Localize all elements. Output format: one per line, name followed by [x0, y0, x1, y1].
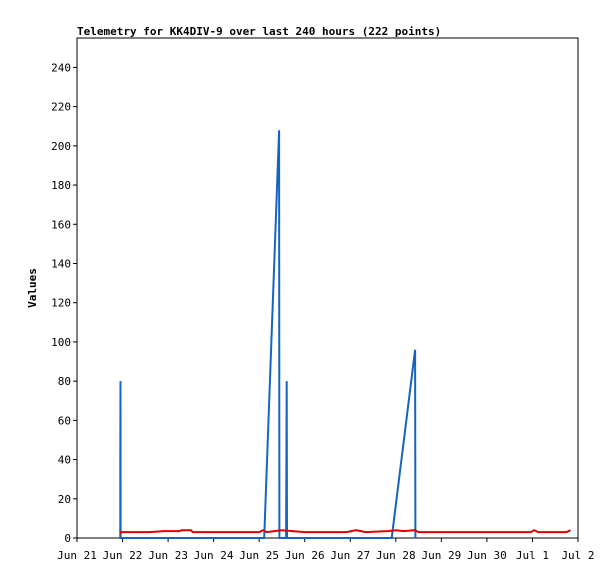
plot-series	[119, 130, 571, 539]
y-tick-label: 180	[51, 179, 71, 192]
y-tick-label: 20	[58, 493, 71, 506]
series-2-line	[119, 529, 571, 535]
y-tick-label: 100	[51, 336, 71, 349]
x-axis: Jun 21 Jun 22 Jun 23 Jun 24 Jun 25 Jun 26 Jun …	[57, 538, 595, 562]
y-tick-label: 140	[51, 257, 71, 270]
x-tick-label: Jun 30	[467, 549, 507, 562]
y-tick-label: 220	[51, 101, 71, 114]
x-tick-label: Jun 28	[376, 549, 416, 562]
x-tick-label: Jun 21	[57, 549, 97, 562]
x-tick-label: Jul 2	[561, 549, 594, 562]
y-tick-label: 80	[58, 375, 71, 388]
y-tick-label: 40	[58, 454, 71, 467]
y-tick-label: 0	[64, 532, 71, 545]
series-1-line	[119, 130, 417, 539]
x-tick-label: Jun 25	[239, 549, 279, 562]
x-tick-label: Jun 27	[330, 549, 370, 562]
y-axis: 0 20 40 60 80 100 120 140 160 180 200 220 240	[51, 61, 77, 545]
y-tick-label: 240	[51, 61, 71, 74]
x-tick-label: Jun 24	[194, 549, 234, 562]
y-tick-label: 200	[51, 140, 71, 153]
x-tick-label: Jun 26	[285, 549, 325, 562]
x-tick-label: Jun 29	[421, 549, 461, 562]
plot-frame	[76, 37, 579, 539]
x-tick-label: Jun 23	[148, 549, 188, 562]
chart-title: Telemetry for KK4DIV-9 over last 240 hou…	[77, 25, 441, 38]
y-tick-label: 60	[58, 414, 71, 427]
x-tick-label: Jul 1	[516, 549, 549, 562]
y-tick-label: 160	[51, 218, 71, 231]
y-tick-label: 120	[51, 297, 71, 310]
x-tick-label: Jun 22	[103, 549, 143, 562]
y-axis-label: Values	[26, 268, 39, 308]
